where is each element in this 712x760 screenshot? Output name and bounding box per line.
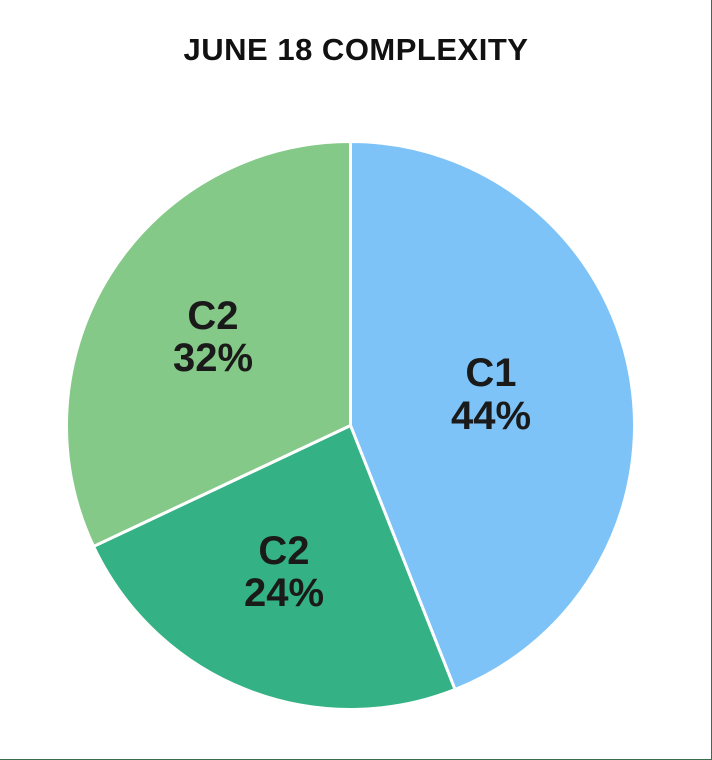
svg-text:44%: 44%	[451, 394, 531, 438]
svg-text:C1: C1	[465, 351, 516, 395]
svg-text:24%: 24%	[244, 571, 324, 615]
svg-text:C2: C2	[258, 529, 309, 573]
svg-text:32%: 32%	[173, 336, 253, 380]
svg-text:C2: C2	[187, 294, 238, 338]
